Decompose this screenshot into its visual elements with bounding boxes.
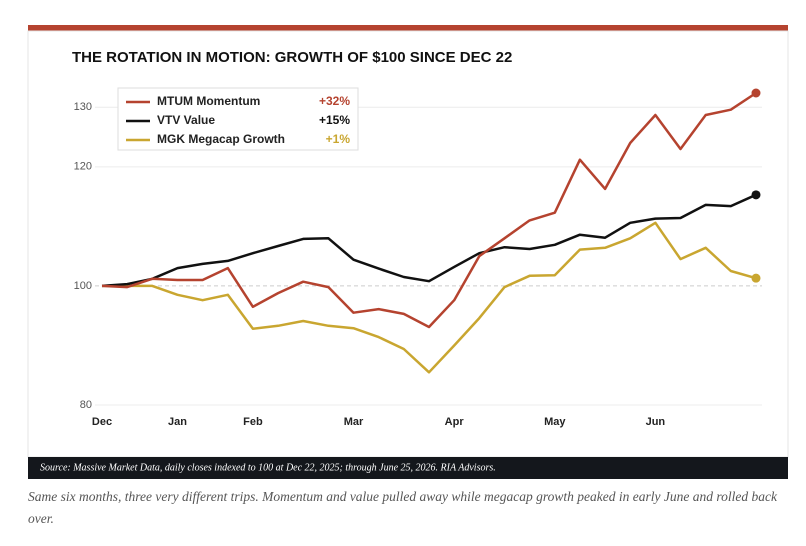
x-tick-label: May: [544, 416, 566, 428]
caption: Same six months, three very different tr…: [28, 489, 777, 526]
y-tick-label: 120: [74, 161, 92, 173]
legend-label: MGK Megacap Growth: [157, 132, 285, 146]
x-tick-label: Jan: [168, 416, 187, 428]
y-tick-label: 80: [80, 399, 92, 411]
legend-label: VTV Value: [157, 113, 215, 127]
chart-title: THE ROTATION IN MOTION: GROWTH OF $100 S…: [72, 49, 512, 66]
series-line: [101, 91, 757, 329]
legend-change: +32%: [319, 94, 350, 108]
legend: [117, 87, 359, 151]
legend-change: +1%: [326, 132, 351, 146]
x-tick-label: Apr: [445, 416, 465, 428]
series-line: [101, 193, 757, 288]
source-note: Source: Massive Market Data, daily close…: [40, 462, 496, 473]
end-point: [751, 88, 761, 98]
legend-change: +15%: [319, 113, 350, 127]
end-point: [751, 190, 761, 200]
top-bar: [28, 25, 788, 31]
y-tick-label: 100: [74, 280, 92, 292]
y-tick-label: 130: [74, 101, 92, 113]
end-point: [751, 273, 761, 283]
source-bar: [28, 457, 788, 479]
legend-label: MTUM Momentum: [157, 94, 260, 108]
x-tick-label: Dec: [92, 416, 112, 428]
x-tick-label: Mar: [344, 416, 364, 428]
x-tick-label: Feb: [243, 416, 263, 428]
caption-box: Same six months, three very different tr…: [28, 489, 777, 526]
x-tick-label: Jun: [646, 416, 666, 428]
series-line: [102, 221, 757, 374]
